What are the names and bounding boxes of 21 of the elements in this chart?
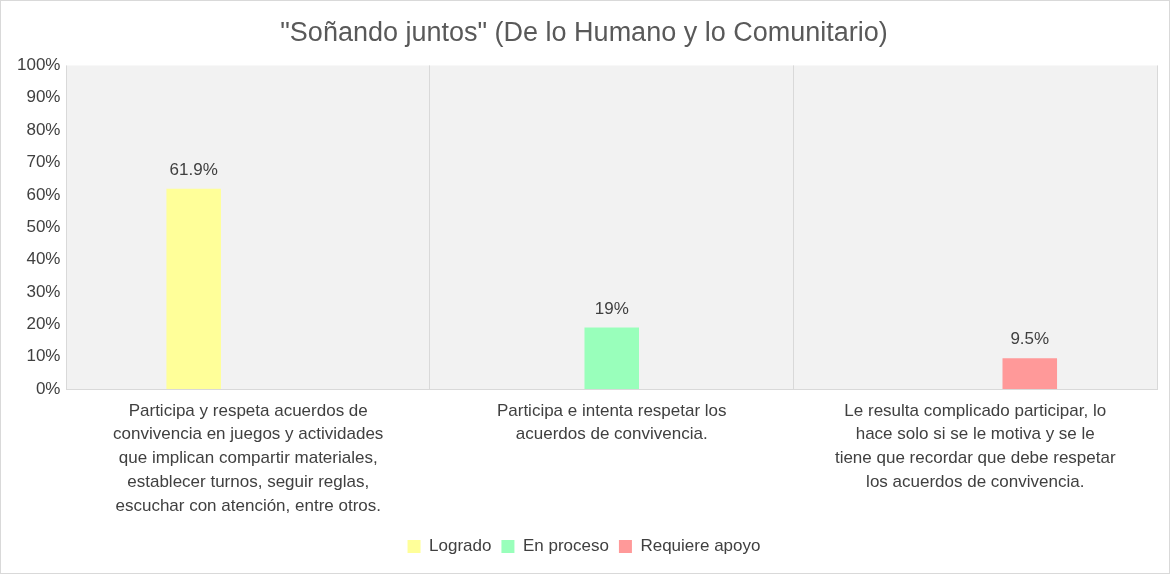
y-tick-label: 90% [26,87,61,107]
y-tick-label: 10% [26,346,61,366]
y-tick-label: 20% [26,313,61,333]
legend-label: Requiere apoyo [640,536,761,556]
x-tick-label: Participa y respeta acuerdos de convivencia en juegos y actividades que implican compartir materiales, establecer turnos, seguir reglas, escuchar con atención, entre otros. [113,400,384,515]
chart-title: "Soñando juntos" (De lo Humano y lo Comunitario) [280,16,888,47]
data-label: 9.5% [1010,329,1050,349]
legend-label: En proceso [522,536,609,556]
x-tick-label: Le resulta complicado participar, lo hace solo si se le motiva y se le tiene que recordar que debe respetar los acuerdos de convivencia. [834,400,1116,491]
y-tick-label: 100% [17,55,61,75]
x-tick-label: Participa e intenta respetar los acuerdos de convivencia. [496,400,727,444]
y-tick-label: 30% [26,281,61,301]
data-label: 61.9% [169,159,218,179]
y-tick-label: 40% [26,249,61,269]
legend-label: Logrado [429,536,492,556]
y-tick-label: 50% [26,216,61,236]
y-tick-label: 60% [26,184,61,204]
y-tick-label: 80% [26,119,61,139]
data-label: 19% [594,298,629,318]
y-tick-label: 0% [35,378,61,398]
y-tick-label: 70% [26,152,61,172]
